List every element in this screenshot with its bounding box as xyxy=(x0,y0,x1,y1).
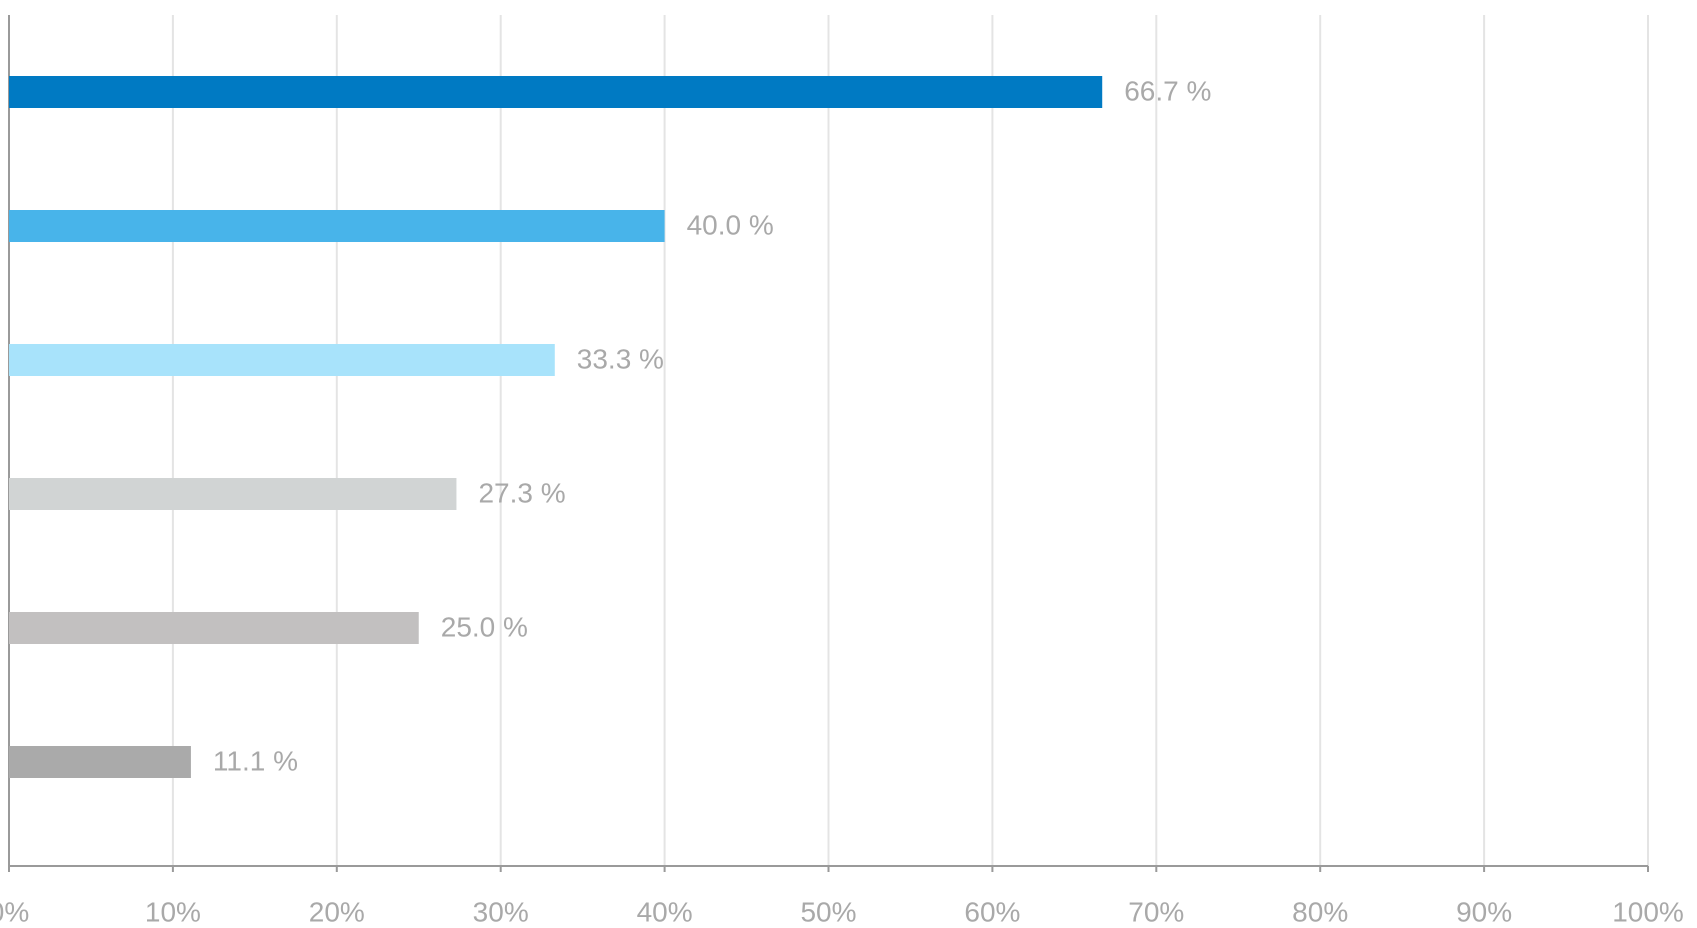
x-tick-label: 90% xyxy=(1456,896,1512,927)
x-tick-label: 100% xyxy=(1612,896,1684,927)
x-tick-label: 20% xyxy=(309,896,365,927)
value-label: 33.3 % xyxy=(577,343,664,374)
bar xyxy=(9,478,457,510)
x-tick-label: 60% xyxy=(964,896,1020,927)
x-tick-label: 0% xyxy=(0,896,29,927)
x-tick-label: 30% xyxy=(473,896,529,927)
bar xyxy=(9,612,419,644)
bar xyxy=(9,210,665,242)
value-label: 40.0 % xyxy=(687,209,774,240)
value-label: 66.7 % xyxy=(1124,75,1211,106)
x-tick-label: 40% xyxy=(637,896,693,927)
x-tick-label: 80% xyxy=(1292,896,1348,927)
value-label: 25.0 % xyxy=(441,611,528,642)
value-label: 11.1 % xyxy=(213,745,298,776)
bar xyxy=(9,344,555,376)
bar xyxy=(9,76,1103,108)
value-label: 27.3 % xyxy=(478,477,565,508)
x-tick-label: 70% xyxy=(1128,896,1184,927)
x-tick-label: 50% xyxy=(800,896,856,927)
bar xyxy=(9,746,191,778)
grid xyxy=(8,15,1649,866)
x-tick-label: 10% xyxy=(145,896,201,927)
